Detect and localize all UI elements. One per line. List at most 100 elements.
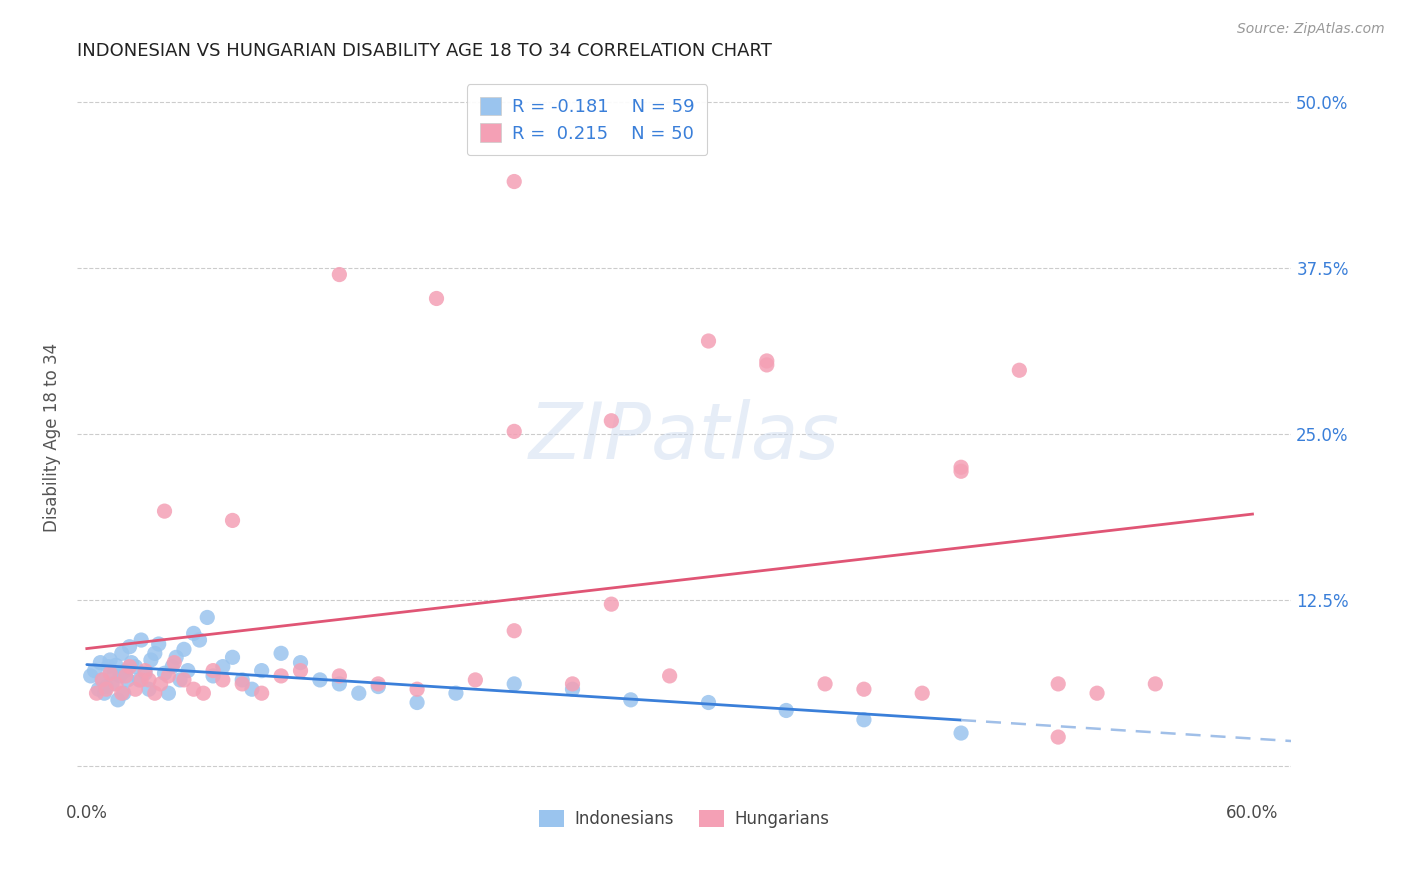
Point (444, 686, 467, 700)
Point (852, 682, 875, 697)
Point (101, 677, 124, 691)
Point (270, 646, 292, 660)
Point (80, 669, 103, 683)
Point (503, 677, 526, 691)
Point (1085, 686, 1108, 700)
Point (173, 642, 195, 657)
Point (157, 686, 180, 700)
Point (183, 626, 205, 640)
Point (600, 414, 623, 428)
Y-axis label: Disability Age 18 to 34: Disability Age 18 to 34 (44, 343, 60, 532)
Point (425, 292, 447, 306)
Point (91, 673, 114, 687)
Point (620, 693, 643, 707)
Point (153, 666, 176, 681)
Point (138, 673, 160, 687)
Point (121, 656, 143, 670)
Point (97, 659, 120, 673)
Point (108, 669, 131, 683)
Point (503, 624, 526, 638)
Point (406, 682, 429, 697)
Point (250, 664, 273, 678)
Point (950, 726, 973, 740)
Point (240, 682, 263, 697)
Point (775, 704, 797, 718)
Point (211, 673, 233, 687)
Point (250, 686, 273, 700)
Point (755, 354, 778, 368)
Point (148, 637, 170, 651)
Point (177, 664, 200, 678)
Point (755, 358, 778, 372)
Point (697, 696, 720, 710)
Text: INDONESIAN VS HUNGARIAN DISABILITY AGE 18 TO 34 CORRELATION CHART: INDONESIAN VS HUNGARIAN DISABILITY AGE 1… (77, 42, 772, 60)
Point (107, 693, 129, 707)
Point (98, 666, 121, 681)
Point (231, 673, 253, 687)
Point (658, 669, 681, 683)
Point (697, 334, 720, 348)
Point (128, 673, 150, 687)
Point (503, 175, 526, 189)
Point (202, 669, 225, 683)
Point (347, 686, 370, 700)
Point (231, 677, 253, 691)
Point (173, 673, 195, 687)
Point (328, 268, 350, 282)
Point (111, 646, 134, 660)
Point (600, 597, 623, 611)
Point (163, 656, 186, 670)
Legend: Indonesians, Hungarians: Indonesians, Hungarians (533, 803, 835, 835)
Point (1047, 677, 1070, 691)
Point (98, 653, 121, 667)
Point (1144, 677, 1167, 691)
Point (183, 682, 205, 697)
Point (561, 677, 583, 691)
Point (96, 682, 118, 697)
Point (129, 673, 152, 687)
Point (290, 664, 312, 678)
Point (124, 682, 146, 697)
Point (124, 659, 146, 673)
Point (193, 686, 215, 700)
Point (118, 640, 141, 654)
Point (139, 653, 162, 667)
Point (143, 686, 166, 700)
Point (86, 686, 108, 700)
Point (91, 673, 114, 687)
Point (117, 673, 139, 687)
Point (134, 664, 156, 678)
Point (911, 686, 934, 700)
Point (367, 680, 389, 694)
Point (202, 664, 225, 678)
Text: Source: ZipAtlas.com: Source: ZipAtlas.com (1237, 22, 1385, 37)
Point (328, 669, 350, 683)
Point (153, 504, 176, 518)
Point (406, 696, 429, 710)
Point (211, 659, 233, 673)
Point (134, 666, 156, 681)
Point (950, 464, 973, 478)
Point (103, 666, 125, 681)
Point (270, 669, 292, 683)
Point (112, 686, 135, 700)
Point (1008, 363, 1031, 377)
Point (93, 686, 115, 700)
Point (89, 656, 111, 670)
Point (157, 669, 180, 683)
Point (104, 677, 127, 691)
Point (1047, 730, 1070, 744)
Point (169, 673, 191, 687)
Point (561, 682, 583, 697)
Point (114, 664, 136, 678)
Point (290, 656, 312, 670)
Point (814, 677, 837, 691)
Point (114, 669, 136, 683)
Point (950, 460, 973, 475)
Point (503, 425, 526, 439)
Point (118, 659, 141, 673)
Point (165, 650, 187, 665)
Point (104, 658, 127, 673)
Point (221, 513, 243, 527)
Point (367, 677, 389, 691)
